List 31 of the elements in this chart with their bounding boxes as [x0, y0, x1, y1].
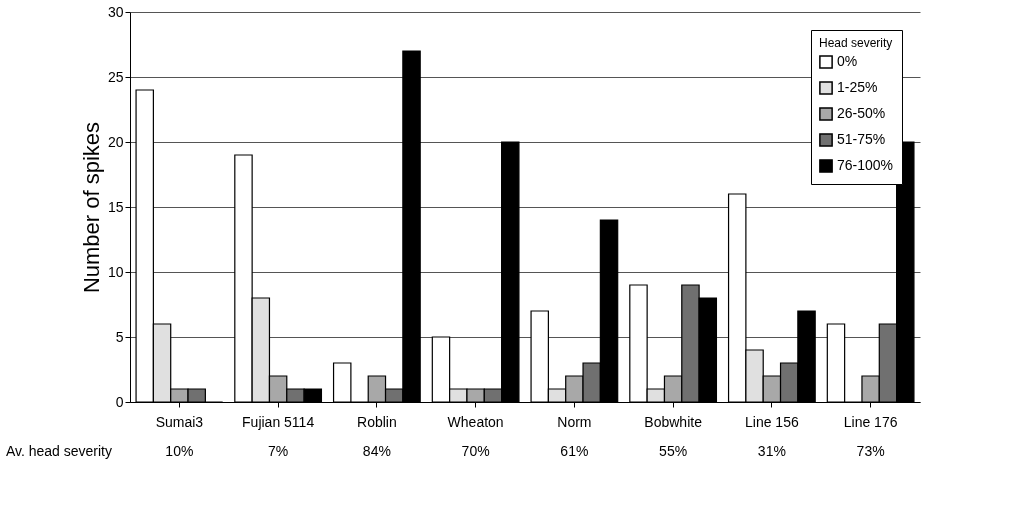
y-axis-title: Number of spikes	[78, 121, 104, 294]
x-tick-label: Sumai3	[155, 413, 204, 430]
text: 84%	[362, 443, 391, 459]
legend-title: Head severity	[819, 36, 893, 50]
x-tick-label: Roblin	[357, 413, 397, 430]
text: 31%	[757, 443, 786, 459]
text: 73%	[856, 443, 885, 459]
x-tick-label: Wheaton	[447, 413, 504, 430]
y-tick-label: 0	[115, 393, 124, 410]
x-tick-label: Bobwhite	[644, 413, 703, 430]
y-tick-label: 5	[115, 328, 124, 345]
y-tick-label: 30	[107, 3, 124, 20]
legend-label: 26-50%	[837, 105, 886, 121]
legend-label: 1-25%	[837, 79, 878, 95]
x-tick-label: Norm	[557, 413, 592, 430]
text: 61%	[560, 443, 589, 459]
text: 7%	[268, 443, 289, 459]
y-tick-label: 15	[107, 198, 124, 215]
y-tick-label: 25	[107, 68, 124, 85]
text: 55%	[659, 443, 688, 459]
y-tick-label: 20	[107, 133, 124, 150]
legend-label: 0%	[837, 53, 858, 69]
text: Av. head severity	[5, 443, 112, 459]
y-tick-label: 10	[107, 263, 124, 280]
legend-label: 51-75%	[837, 131, 886, 147]
x-tick-label: Line 156	[745, 413, 799, 430]
x-tick-label: Fujian 5114	[242, 413, 315, 430]
legend-label: 76-100%	[837, 157, 894, 173]
x-tick-label: Line 176	[843, 413, 898, 430]
text: 70%	[461, 443, 490, 459]
text: 10%	[165, 443, 194, 459]
